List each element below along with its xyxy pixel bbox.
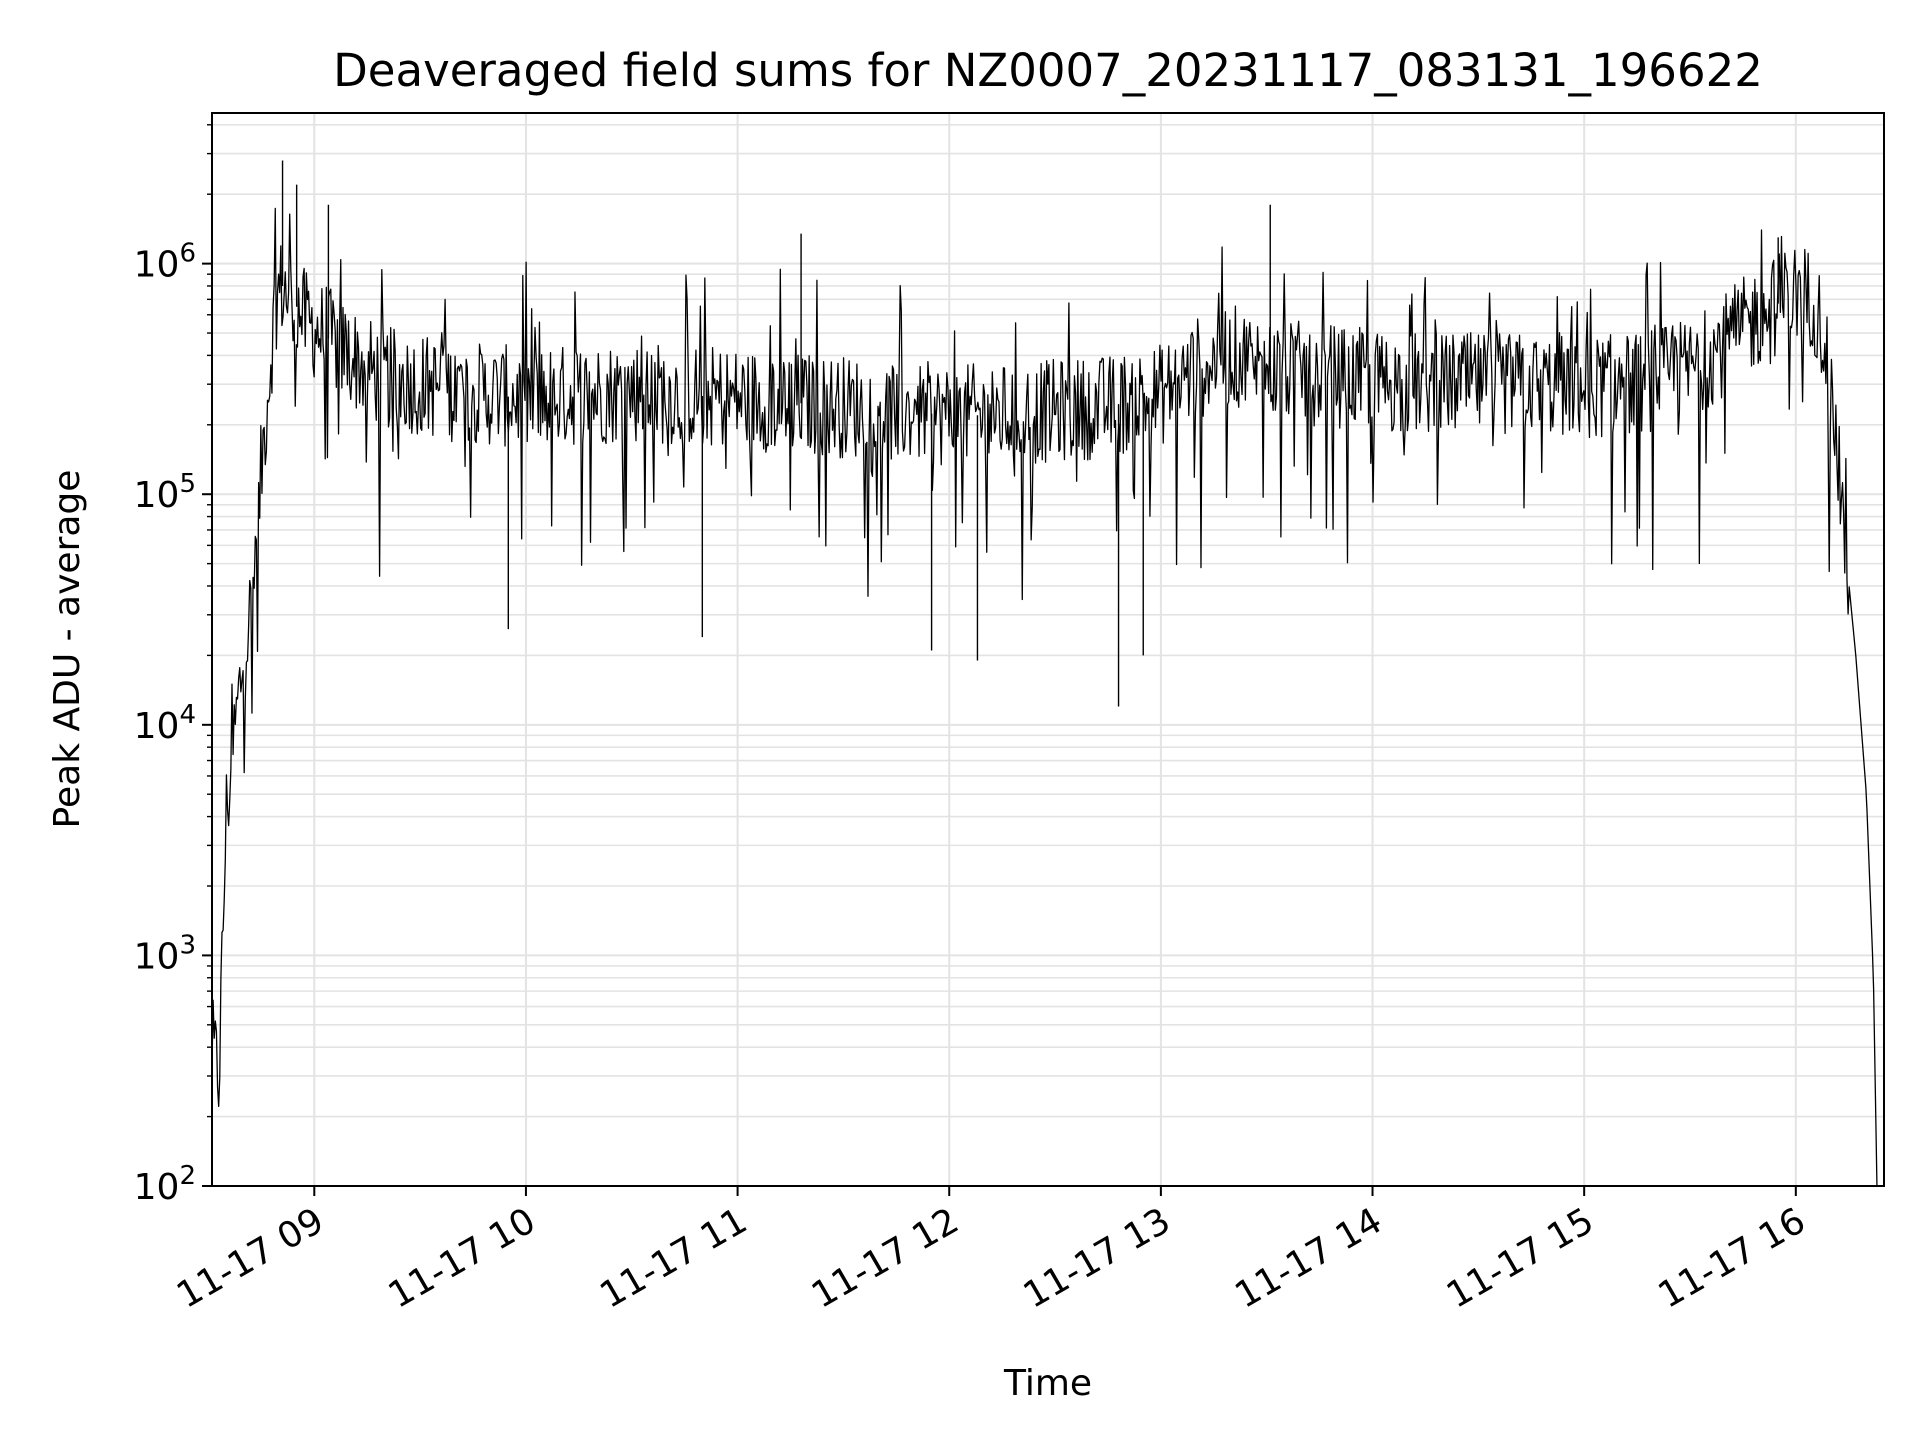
data-layer [211, 160, 1878, 1187]
plot-frame [211, 112, 1885, 1187]
chart-title: Deaveraged field sums for NZ0007_2023111… [333, 44, 1763, 97]
y-axis: 102 103 104 105 106 [134, 124, 212, 1208]
y-tick-label: 106 [134, 239, 196, 286]
y-tick-label: 105 [134, 469, 196, 516]
x-axis-title: Time [1003, 1363, 1092, 1404]
y-tick-label: 103 [134, 930, 196, 977]
y-axis-title: Peak ADU - average [47, 470, 88, 829]
y-tick-label: 104 [134, 700, 196, 747]
series-line [211, 207, 1878, 1187]
y-tick-label: 102 [134, 1161, 196, 1208]
